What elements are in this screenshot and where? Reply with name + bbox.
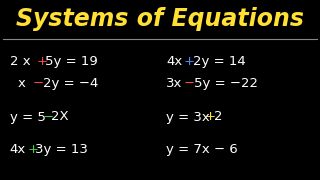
Text: 2: 2: [214, 111, 222, 123]
Text: y = 7x − 6: y = 7x − 6: [166, 143, 238, 156]
Text: 4x: 4x: [166, 55, 183, 68]
Text: Systems of Equations: Systems of Equations: [16, 7, 304, 31]
Text: 3y = 13: 3y = 13: [35, 143, 88, 156]
Text: x: x: [18, 77, 26, 90]
Text: 2y = 14: 2y = 14: [193, 55, 245, 68]
Text: +: +: [27, 143, 38, 156]
Text: 2y = −4: 2y = −4: [43, 77, 98, 90]
Text: +: +: [184, 55, 195, 68]
Text: −: −: [42, 111, 53, 123]
Text: 2X: 2X: [51, 111, 69, 123]
Text: +: +: [36, 55, 47, 68]
Text: −: −: [184, 77, 195, 90]
Text: 5y = 19: 5y = 19: [45, 55, 98, 68]
Text: y = 5: y = 5: [10, 111, 45, 123]
Text: −: −: [33, 77, 44, 90]
Text: 4x: 4x: [10, 143, 26, 156]
Text: 3x: 3x: [166, 77, 183, 90]
Text: y = 3x: y = 3x: [166, 111, 210, 123]
Text: 5y = −22: 5y = −22: [194, 77, 258, 90]
Text: 2 x: 2 x: [10, 55, 30, 68]
Text: +: +: [205, 111, 216, 123]
